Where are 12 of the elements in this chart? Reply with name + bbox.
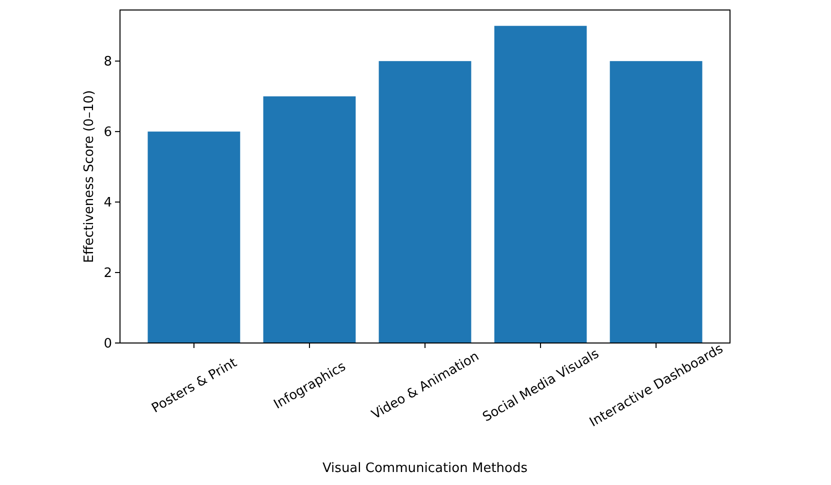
y-tick-label: 0 xyxy=(104,336,112,352)
y-axis-title: Effectiveness Score (0–10) xyxy=(82,90,97,263)
y-tick-label: 8 xyxy=(104,54,112,70)
bar xyxy=(148,132,240,343)
bar xyxy=(494,26,587,343)
bar xyxy=(263,96,356,343)
y-tick-label: 6 xyxy=(104,125,112,140)
x-axis-title: Visual Communication Methods xyxy=(322,461,528,476)
bar xyxy=(610,61,702,343)
y-tick-label: 4 xyxy=(104,196,112,211)
bar xyxy=(378,61,472,343)
y-tick-label: 2 xyxy=(104,266,112,282)
